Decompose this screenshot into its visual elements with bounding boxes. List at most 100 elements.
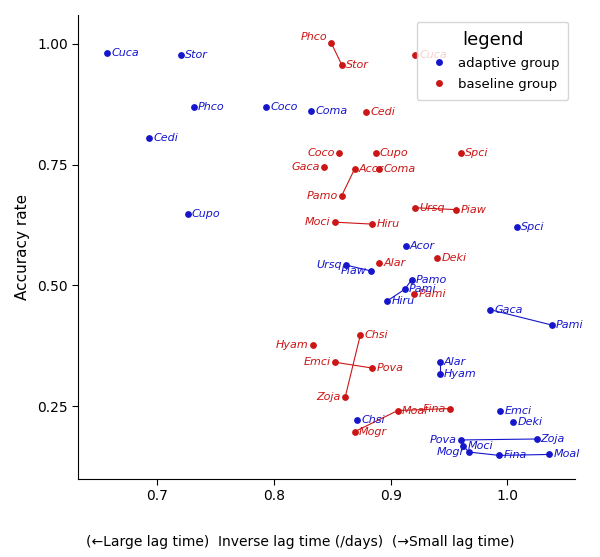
Point	[189, 102, 199, 111]
Point	[367, 364, 377, 373]
Point	[445, 404, 455, 413]
Text: Ursq: Ursq	[419, 203, 445, 213]
Point	[456, 149, 466, 158]
Text: Deki: Deki	[517, 417, 542, 427]
Point	[330, 218, 340, 227]
Text: Hyam: Hyam	[275, 340, 308, 350]
Text: Fina: Fina	[503, 451, 527, 461]
Point	[335, 148, 344, 157]
Point	[361, 107, 371, 116]
Text: Gaca: Gaca	[494, 305, 523, 315]
Point	[374, 258, 384, 267]
Point	[382, 296, 392, 305]
Text: Cupo: Cupo	[380, 148, 409, 158]
Text: Moci: Moci	[467, 441, 493, 451]
Point	[456, 436, 466, 444]
Text: Cedi: Cedi	[370, 106, 395, 116]
Text: Mogr: Mogr	[437, 447, 465, 457]
Text: Emci: Emci	[505, 406, 532, 416]
Text: Phco: Phco	[198, 102, 224, 112]
Text: Pami: Pami	[556, 320, 584, 330]
Point	[341, 261, 351, 270]
Point	[319, 163, 329, 172]
Point	[401, 241, 410, 250]
Point	[451, 205, 461, 214]
Text: Moal: Moal	[554, 449, 580, 460]
Point	[496, 407, 505, 416]
Text: Zoja: Zoja	[541, 434, 565, 444]
Point	[485, 305, 494, 314]
Text: Spci: Spci	[521, 222, 544, 232]
Point	[307, 106, 316, 115]
Text: Piaw: Piaw	[341, 266, 367, 276]
Text: Pami: Pami	[418, 289, 446, 299]
Point	[547, 321, 557, 330]
Point	[435, 370, 445, 379]
Text: Pami: Pami	[409, 284, 437, 294]
Text: Spci: Spci	[465, 148, 488, 158]
Text: Pova: Pova	[430, 435, 457, 445]
Point	[458, 441, 468, 450]
Point	[261, 102, 271, 111]
Point	[145, 133, 154, 142]
Text: Acor: Acor	[410, 241, 435, 251]
Text: Moci: Moci	[305, 217, 331, 227]
Text: Hiru: Hiru	[391, 296, 415, 306]
Point	[350, 427, 359, 436]
Text: Pamo: Pamo	[416, 275, 447, 285]
Point	[433, 253, 442, 262]
Point	[410, 51, 420, 60]
Text: Cedi: Cedi	[154, 133, 178, 143]
Text: Mogr: Mogr	[359, 427, 387, 437]
Point	[545, 450, 554, 459]
Text: Gaca: Gaca	[292, 162, 320, 172]
Point	[176, 50, 185, 59]
Point	[374, 164, 384, 173]
Point	[410, 203, 420, 212]
Text: Ursq: Ursq	[317, 260, 342, 270]
Point	[326, 38, 336, 47]
Legend: adaptive group, baseline group: adaptive group, baseline group	[417, 22, 568, 100]
Text: Phco: Phco	[301, 32, 327, 42]
Text: (←Large lag time)  Inverse lag time (/days)  (→Small lag time): (←Large lag time) Inverse lag time (/day…	[86, 535, 514, 549]
Text: Coco: Coco	[308, 148, 335, 158]
Point	[366, 266, 376, 275]
Point	[308, 341, 317, 350]
Point	[103, 48, 112, 57]
Text: Deki: Deki	[442, 253, 467, 263]
Point	[409, 289, 419, 298]
Text: Acor: Acor	[359, 164, 384, 174]
Point	[183, 209, 193, 218]
Point	[337, 191, 347, 200]
Point	[340, 393, 350, 402]
Text: Coco: Coco	[270, 102, 298, 112]
Text: Hyam: Hyam	[444, 369, 476, 379]
Text: Coma: Coma	[316, 106, 348, 116]
Point	[464, 448, 473, 457]
Point	[494, 451, 504, 460]
Text: Hiru: Hiru	[376, 219, 400, 229]
Text: Pamo: Pamo	[307, 190, 338, 201]
Text: Chsi: Chsi	[361, 414, 385, 424]
Text: Stor: Stor	[185, 50, 208, 60]
Text: Cupo: Cupo	[192, 209, 221, 219]
Text: Fina: Fina	[422, 404, 446, 413]
Y-axis label: Accuracy rate: Accuracy rate	[15, 194, 30, 300]
Text: Cuca: Cuca	[419, 50, 447, 60]
Text: Alar: Alar	[383, 258, 406, 268]
Text: Stor: Stor	[346, 60, 369, 70]
Point	[330, 358, 340, 367]
Point	[508, 418, 518, 427]
Point	[356, 330, 365, 339]
Point	[435, 357, 445, 366]
Text: Moal: Moal	[402, 405, 428, 416]
Text: Pova: Pova	[376, 363, 403, 373]
Text: Zoja: Zoja	[317, 392, 341, 402]
Point	[352, 415, 362, 424]
Point	[371, 148, 380, 157]
Text: Emci: Emci	[304, 357, 331, 367]
Text: Alar: Alar	[444, 356, 466, 367]
Point	[512, 223, 521, 232]
Point	[393, 406, 403, 415]
Text: Piaw: Piaw	[460, 204, 486, 214]
